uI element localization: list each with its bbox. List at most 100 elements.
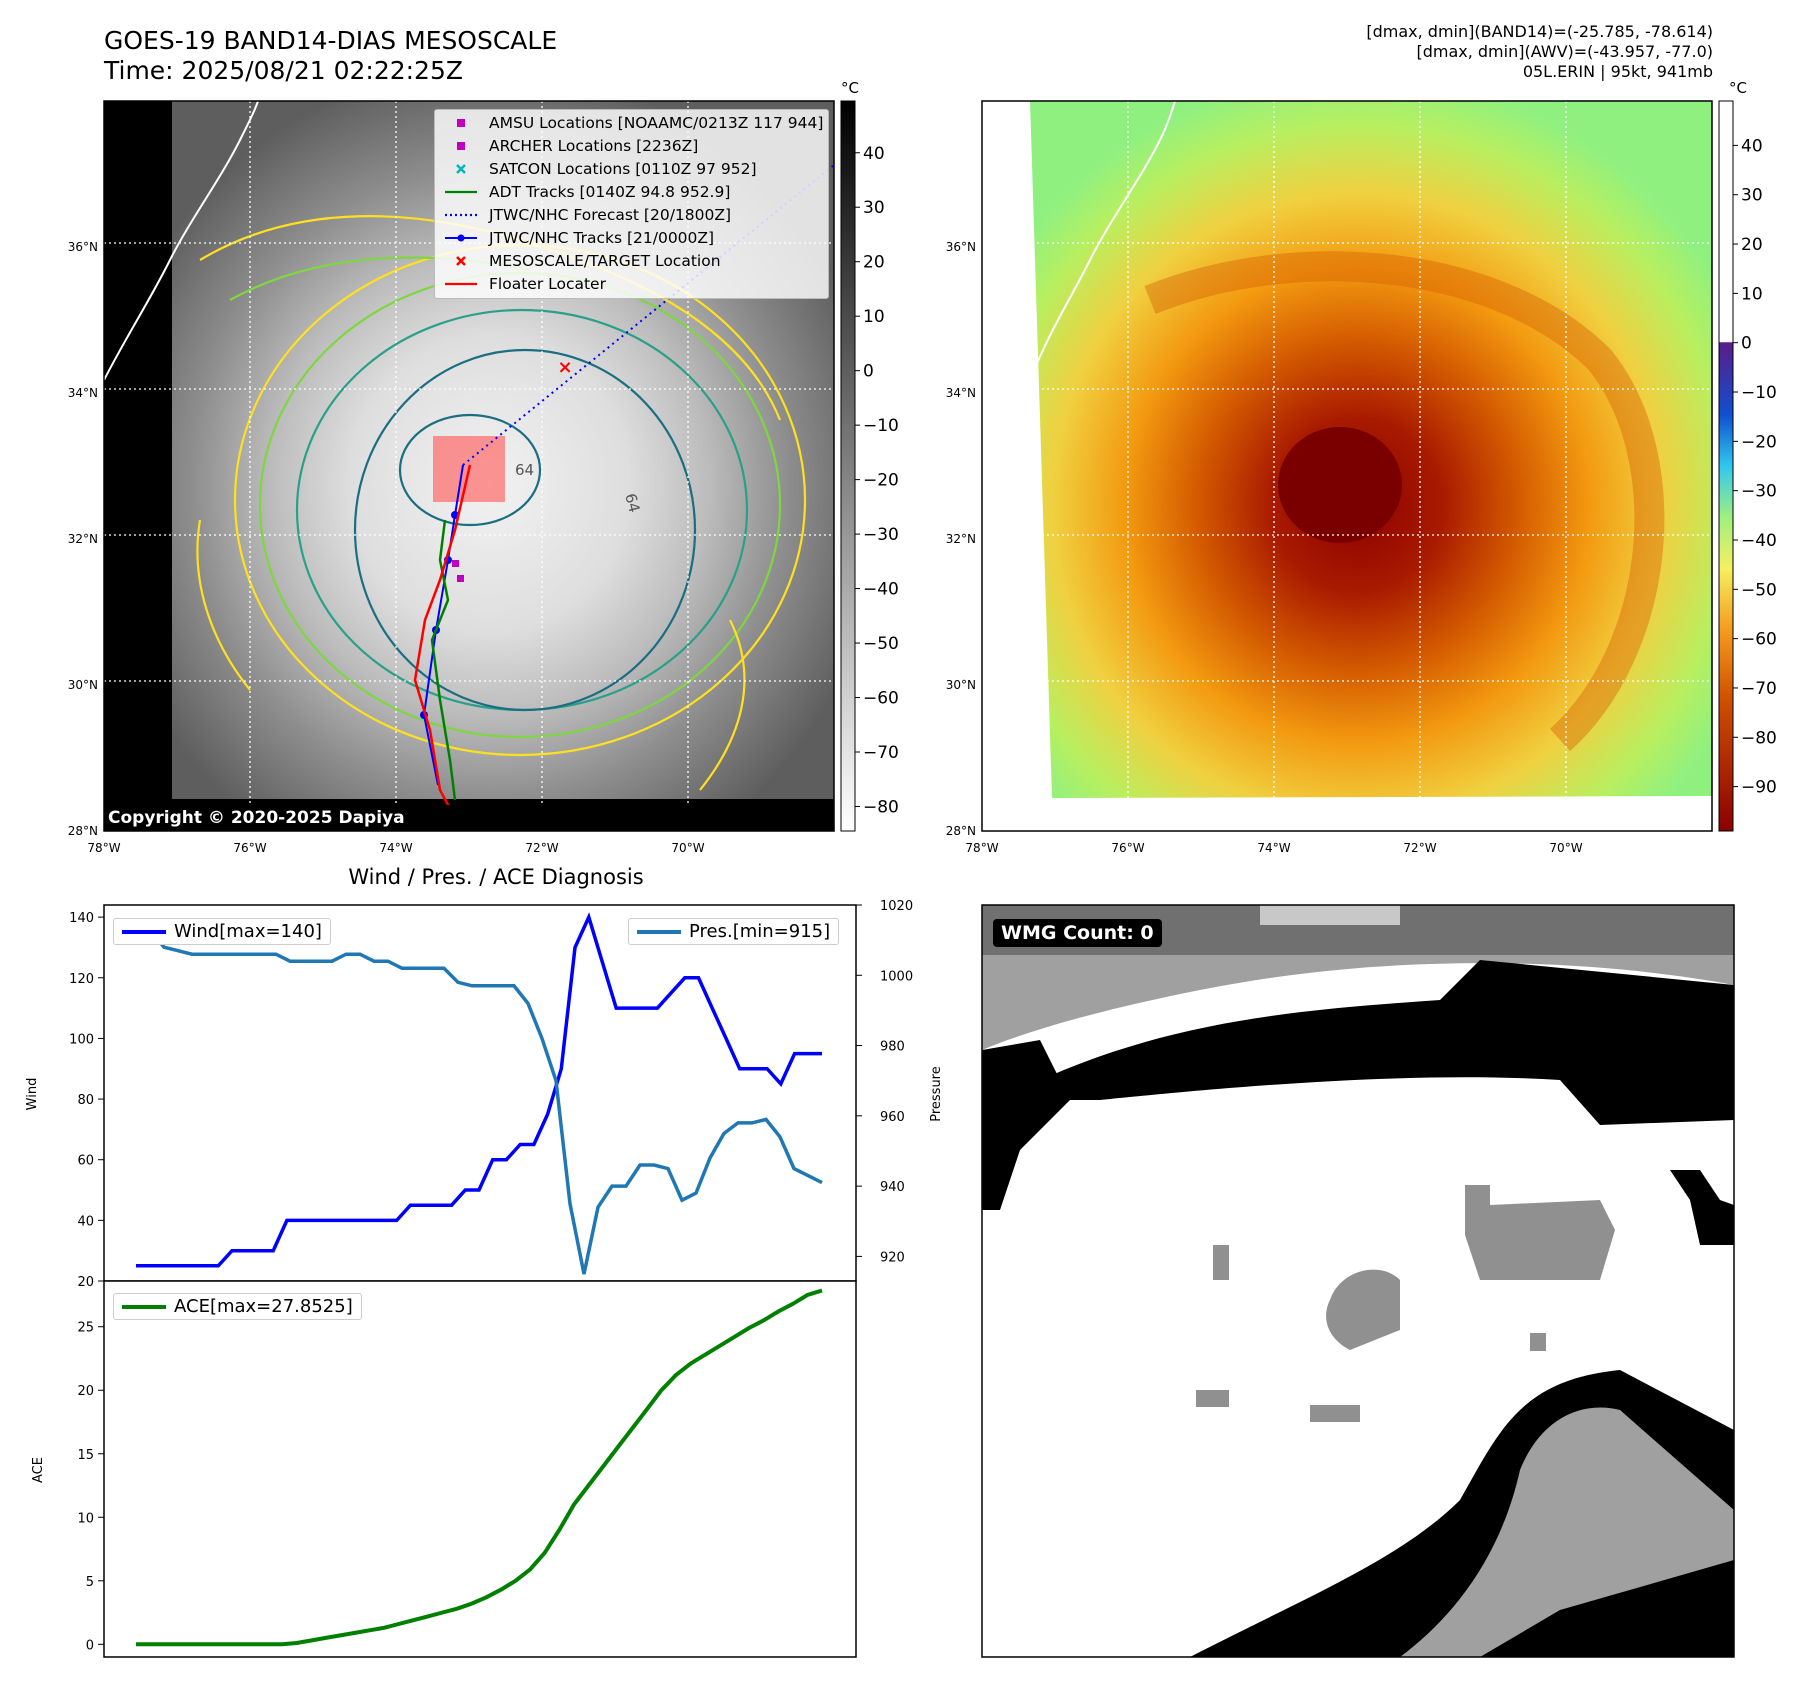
ace-line-swatch <box>122 1304 166 1309</box>
ace-tick-label: 20 <box>77 1384 94 1399</box>
wind-axis-label: Wind <box>25 1078 40 1111</box>
colorbar-tick-label: −40 <box>1741 531 1777 551</box>
wind-pres-plot <box>103 904 857 1282</box>
legend-item-amsu: AMSU Locations [NOAAMC/0213Z 117 944] <box>443 112 823 134</box>
wind-tick-label: 40 <box>77 1214 94 1229</box>
colorbar-tick-label: −80 <box>863 797 899 817</box>
band14-colorbar-ticks: 40 30 20 10 0 −10 −20 −30 −40 −50 −60 −70 −80 <box>855 144 899 817</box>
wind-pres-marks: 140 120 100 80 60 40 20 1020 1000 980 960 940 920 <box>69 899 913 1290</box>
legend-item-target: MESOSCALE/TARGET Location <box>443 250 721 272</box>
lon-tick-label: 70°W <box>1549 841 1582 855</box>
ace-legend-label: ACE[max=27.8525] <box>174 1296 353 1317</box>
colorbar-tick-label: −20 <box>1741 432 1777 452</box>
ace-tick-label: 25 <box>77 1321 94 1336</box>
legend-label: MESOSCALE/TARGET Location <box>489 252 721 270</box>
pressure-series-line <box>136 927 823 1275</box>
colorbar-tick-label: −30 <box>1741 482 1777 502</box>
x-marker-icon <box>456 256 466 266</box>
wind-tick-label: 20 <box>77 1275 94 1290</box>
colorbar-tick-label: −60 <box>1741 630 1777 650</box>
legend-item-archer: ARCHER Locations [2236Z] <box>443 135 698 157</box>
ace-series-line <box>136 1288 823 1647</box>
wind-tick-label: 60 <box>77 1154 94 1169</box>
colorbar-tick-label: −40 <box>863 580 899 600</box>
contour-label: 64 <box>621 491 643 514</box>
colorbar-tick-label: −10 <box>1741 383 1777 403</box>
ace-tick-label: 15 <box>77 1448 94 1463</box>
colorbar-tick-label: −50 <box>863 634 899 654</box>
pressure-axis-label: Pressure <box>929 1066 944 1122</box>
colorbar-tick-label: −20 <box>863 471 899 491</box>
wind-line-swatch <box>122 929 166 934</box>
legend-item-forecast: JTWC/NHC Forecast [20/1800Z] <box>443 204 731 226</box>
wind-tick-label: 120 <box>69 972 94 987</box>
lat-tick-label: 28°N <box>946 824 976 838</box>
colorbar-tick-label: 10 <box>863 307 885 327</box>
ace-marks: 25 20 15 10 5 0 <box>77 1288 823 1653</box>
line-icon <box>445 190 477 194</box>
lat-tick-label: 32°N <box>946 532 976 546</box>
lat-tick-label: 36°N <box>946 240 976 254</box>
legend-label: ARCHER Locations [2236Z] <box>489 137 699 155</box>
lat-tick-label: 30°N <box>68 678 98 692</box>
lon-tick-label: 72°W <box>1403 841 1436 855</box>
colorbar-tick-label: 30 <box>863 198 885 218</box>
colorbar-tick-label: −50 <box>1741 580 1777 600</box>
colorbar-tick-label: 0 <box>863 362 874 382</box>
colorbar-tick-label: −30 <box>863 525 899 545</box>
pressure-tick-label: 1020 <box>880 899 913 914</box>
pressure-tick-label: 940 <box>880 1180 905 1195</box>
pressure-line-swatch <box>637 929 681 934</box>
amsu-marker <box>452 560 459 567</box>
map-gridlines <box>982 101 1712 831</box>
colorbar-tick-label: 10 <box>1741 284 1763 304</box>
pressure-tick-label: 980 <box>880 1040 905 1055</box>
stats-line: 05L.ERIN | 95kt, 941mb <box>1522 62 1713 81</box>
ace-legend: ACE[max=27.8525] <box>113 1293 362 1320</box>
colorbar-tick-label: −10 <box>863 416 899 436</box>
lon-tick-label: 78°W <box>965 841 998 855</box>
lon-tick-label: 74°W <box>1257 841 1290 855</box>
ace-tick-label: 0 <box>86 1638 94 1653</box>
lat-tick-label: 34°N <box>946 386 976 400</box>
colorbar-tick-label: −90 <box>1741 778 1777 798</box>
wind-tick-label: 80 <box>77 1093 94 1108</box>
colorbar-tick-label: 20 <box>1741 235 1763 255</box>
x-marker-icon <box>456 164 466 174</box>
adt-track <box>430 519 457 801</box>
legend-label: JTWC/NHC Tracks [21/0000Z] <box>489 229 715 247</box>
lon-tick-label: 76°W <box>1111 841 1144 855</box>
awv-map-panel <box>982 101 1712 831</box>
stats-line: [dmax, dmin](BAND14)=(-25.785, -78.614) <box>1366 22 1713 41</box>
figure-time: Time: 2025/08/21 02:22:25Z <box>104 56 463 85</box>
ace-plot <box>103 1280 857 1658</box>
pressure-tick-label: 960 <box>880 1110 905 1125</box>
wind-series-line <box>136 912 822 1268</box>
colorbar-unit: °C <box>1729 79 1747 97</box>
diagnosis-title: Wind / Pres. / ACE Diagnosis <box>348 865 643 889</box>
awv-colorbar-ticks: 40 30 20 10 0 −10 −20 −30 −40 −50 −60 −70 −80 −90 <box>1733 136 1777 798</box>
lat-tick-label: 34°N <box>68 386 98 400</box>
legend-label: SATCON Locations [0110Z 97 952] <box>489 160 757 178</box>
awv-band <box>1144 251 1665 752</box>
square-marker-icon <box>457 119 465 127</box>
wind-tick-label: 140 <box>69 911 94 926</box>
ir-map-axis-labels: 78°W 76°W 74°W 72°W 70°W 36°N 34°N 32°N 30°N 28°N <box>68 240 705 855</box>
dotted-line-icon <box>445 213 477 217</box>
legend-item-adt: ADT Tracks [0140Z 94.8 952.9] <box>443 181 730 203</box>
copyright-banner: Copyright © 2020-2025 Dapiya <box>104 805 834 831</box>
wind-tick-label: 100 <box>69 1032 94 1047</box>
coastline <box>1029 101 1176 381</box>
colorbar-tick-label: −60 <box>863 689 899 709</box>
lon-tick-label: 72°W <box>525 841 558 855</box>
legend-label: AMSU Locations [NOAAMC/0213Z 117 944] <box>489 114 824 132</box>
pressure-legend-label: Pres.[min=915] <box>689 921 831 942</box>
pressure-legend: Pres.[min=915] <box>628 918 840 945</box>
stats-block: [dmax, dmin](BAND14)=(-25.785, -78.614) … <box>1366 22 1713 82</box>
colorbar-unit: °C <box>841 79 859 97</box>
wmg-panel <box>981 904 1735 1658</box>
lat-tick-label: 28°N <box>68 824 98 838</box>
lon-tick-label: 76°W <box>233 841 266 855</box>
coastline <box>104 101 259 381</box>
